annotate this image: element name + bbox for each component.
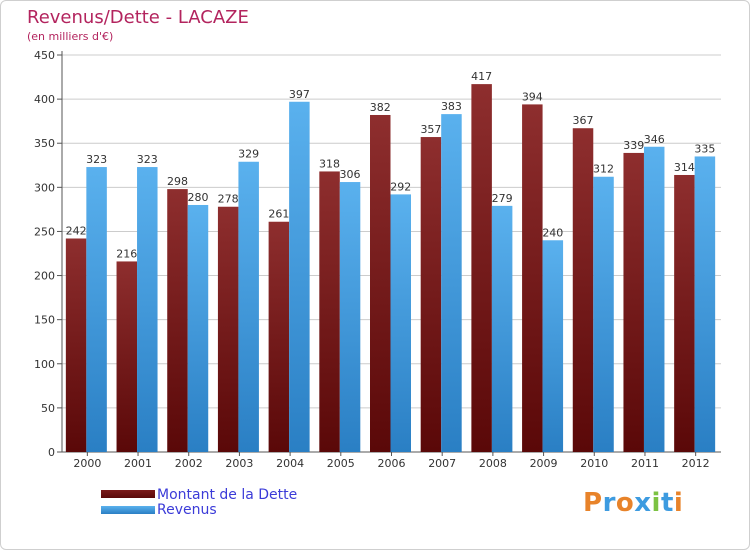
label-dette-2009: 394 [522, 90, 543, 103]
x-tick-label-2006: 2006 [378, 457, 406, 470]
y-tick-label-150: 150 [34, 314, 55, 327]
y-tick-label-400: 400 [34, 93, 55, 106]
label-dette-2010: 367 [573, 114, 594, 127]
label-revenus-2007: 383 [441, 100, 462, 113]
x-tick-label-2005: 2005 [327, 457, 355, 470]
legend-label-revenus: Revenus [157, 502, 217, 518]
bar-dette-2000 [65, 238, 87, 452]
legend-label-dette: Montant de la Dette [157, 487, 298, 503]
bar-dette-2011 [623, 152, 644, 452]
label-revenus-2012: 335 [694, 142, 715, 155]
label-dette-2004: 261 [268, 208, 289, 221]
y-tick-label-350: 350 [34, 137, 55, 150]
chart-title: Revenus/Dette - LACAZE [27, 7, 249, 28]
logo-letter: i [673, 488, 684, 518]
y-tick-label-0: 0 [48, 446, 55, 459]
label-revenus-2000: 323 [86, 153, 107, 166]
label-dette-2001: 216 [116, 247, 137, 260]
bar-revenus-2002 [187, 204, 209, 452]
bar-dette-2010 [572, 128, 594, 453]
y-tick-label-450: 450 [34, 49, 55, 62]
y-tick-label-50: 50 [41, 402, 55, 415]
label-revenus-2009: 240 [542, 226, 563, 239]
chart-subtitle: (en milliers d'€) [27, 30, 114, 43]
bar-revenus-2008 [491, 205, 513, 452]
x-tick-label-2000: 2000 [73, 457, 101, 470]
label-dette-2008: 417 [471, 70, 492, 83]
label-dette-2000: 242 [66, 225, 87, 238]
x-tick-label-2003: 2003 [225, 457, 253, 470]
label-revenus-2005: 306 [340, 168, 361, 181]
label-dette-2011: 339 [623, 139, 644, 152]
logo-letter: r [602, 488, 616, 518]
bar-revenus-2007 [441, 114, 462, 452]
x-tick-label-2012: 2012 [682, 457, 710, 470]
proxiti-logo: Proxiti [583, 488, 683, 518]
y-tick-label-250: 250 [34, 225, 55, 238]
bar-revenus-2004 [289, 101, 310, 452]
x-tick-label-2009: 2009 [530, 457, 558, 470]
bar-revenus-2012 [694, 156, 716, 452]
label-dette-2002: 298 [167, 175, 188, 188]
legend-swatch-revenus [101, 506, 155, 514]
bar-revenus-2009 [542, 240, 564, 452]
bar-dette-2009 [522, 104, 543, 452]
x-tick-label-2007: 2007 [428, 457, 456, 470]
y-tick-label-200: 200 [34, 270, 55, 283]
logo-letter: t [660, 488, 674, 518]
bar-revenus-2000 [86, 167, 107, 452]
y-tick-label-100: 100 [34, 358, 55, 371]
label-revenus-2010: 312 [593, 163, 614, 176]
label-revenus-2004: 397 [289, 88, 310, 101]
label-revenus-2006: 292 [390, 180, 411, 193]
label-dette-2003: 278 [218, 193, 239, 206]
x-tick-label-2001: 2001 [124, 457, 152, 470]
logo-letter: P [583, 488, 603, 518]
label-dette-2007: 357 [420, 123, 441, 136]
label-dette-2012: 314 [674, 161, 695, 174]
bar-dette-2006 [370, 114, 391, 452]
legend-swatch-dette [101, 490, 155, 498]
bar-dette-2012 [674, 174, 695, 452]
bar-dette-2007 [420, 137, 442, 452]
bar-dette-2002 [167, 189, 188, 452]
bar-dette-2001 [116, 261, 138, 452]
bar-dette-2004 [268, 221, 290, 452]
bar-dette-2008 [471, 84, 492, 452]
bar-revenus-2011 [643, 146, 665, 453]
logo-letter: o [615, 488, 635, 518]
label-revenus-2008: 279 [492, 192, 513, 205]
label-revenus-2011: 346 [644, 133, 665, 146]
bar-revenus-2001 [137, 167, 158, 452]
x-tick-label-2008: 2008 [479, 457, 507, 470]
label-revenus-2002: 280 [187, 191, 208, 204]
logo-letter: x [634, 488, 652, 518]
label-dette-2006: 382 [370, 101, 391, 114]
label-dette-2005: 318 [319, 157, 340, 170]
x-tick-label-2011: 2011 [631, 457, 659, 470]
label-revenus-2003: 329 [238, 148, 259, 161]
x-tick-label-2004: 2004 [276, 457, 304, 470]
bar-dette-2003 [217, 206, 239, 452]
y-tick-label-300: 300 [34, 181, 55, 194]
x-tick-label-2010: 2010 [580, 457, 608, 470]
label-revenus-2001: 323 [137, 153, 158, 166]
bar-revenus-2003 [238, 161, 259, 452]
bar-revenus-2005 [339, 182, 361, 453]
x-tick-label-2002: 2002 [175, 457, 203, 470]
bar-revenus-2006 [390, 194, 411, 452]
logo-letter: i [651, 488, 661, 518]
bar-dette-2005 [319, 171, 340, 452]
bar-revenus-2010 [593, 176, 614, 452]
